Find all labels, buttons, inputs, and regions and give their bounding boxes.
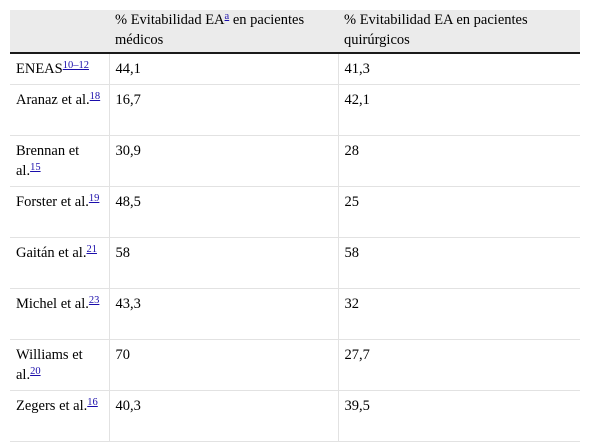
reference-link[interactable]: 18 (89, 91, 101, 102)
medical-value: 43,3 (108, 288, 338, 340)
surgical-value: 58 (337, 237, 580, 289)
footnote-a-link[interactable]: a (224, 11, 230, 22)
header-study (10, 10, 109, 54)
reference-link[interactable]: 10–12 (62, 60, 89, 71)
table-row: Michel et al.23 43,3 32 (10, 288, 580, 340)
header-surgical: % Evitabilidad EA en pacientes quirúrgic… (338, 10, 580, 54)
study-cell: Forster et al.19 (10, 186, 109, 238)
table-row: ENEAS10–12 44,1 41,3 (10, 53, 580, 85)
surgical-value: 42,1 (337, 84, 580, 136)
reference-link[interactable]: 15 (30, 162, 41, 173)
medical-value: 58 (108, 237, 338, 289)
table-row: Aranaz et al.18 16,7 42,1 (10, 84, 580, 136)
study-cell: ENEAS10–12 (10, 53, 109, 85)
medical-value: 30,9 (108, 135, 338, 187)
reference-link[interactable]: 20 (30, 366, 41, 377)
study-cell: Michel et al.23 (10, 288, 109, 340)
surgical-value: 28 (337, 135, 580, 187)
table-row: Williams et al.20 70 27,7 (10, 339, 580, 391)
reference-link[interactable]: 23 (88, 295, 100, 306)
medical-value: 48,5 (108, 186, 338, 238)
table-row: Zegers et al.16 40,3 39,5 (10, 390, 580, 442)
study-cell: Brennan et al.15 (10, 135, 109, 187)
medical-value: 40,3 (108, 390, 338, 442)
study-cell: Gaitán et al.21 (10, 237, 109, 289)
table-row: Brennan et al.15 30,9 28 (10, 135, 580, 187)
header-row: % Evitabilidad EAa en pacientes médicos … (10, 10, 580, 54)
surgical-value: 32 (337, 288, 580, 340)
surgical-value: 41,3 (337, 53, 580, 85)
study-cell: Zegers et al.16 (10, 390, 109, 442)
surgical-value: 25 (337, 186, 580, 238)
medical-value: 44,1 (108, 53, 338, 85)
medical-value: 70 (108, 339, 338, 391)
reference-link[interactable]: 19 (88, 193, 100, 204)
medical-value: 16,7 (108, 84, 338, 136)
header-medical: % Evitabilidad EAa en pacientes médicos (109, 10, 338, 54)
surgical-value: 27,7 (337, 339, 580, 391)
reference-link[interactable]: 21 (86, 244, 97, 255)
reference-link[interactable]: 16 (87, 397, 98, 408)
table-row: Forster et al.19 48,5 25 (10, 186, 580, 238)
study-cell: Williams et al.20 (10, 339, 109, 391)
study-cell: Aranaz et al.18 (10, 84, 109, 136)
surgical-value: 39,5 (337, 390, 580, 442)
evitability-table: % Evitabilidad EAa en pacientes médicos … (10, 10, 580, 442)
table-row: Gaitán et al.21 58 58 (10, 237, 580, 289)
